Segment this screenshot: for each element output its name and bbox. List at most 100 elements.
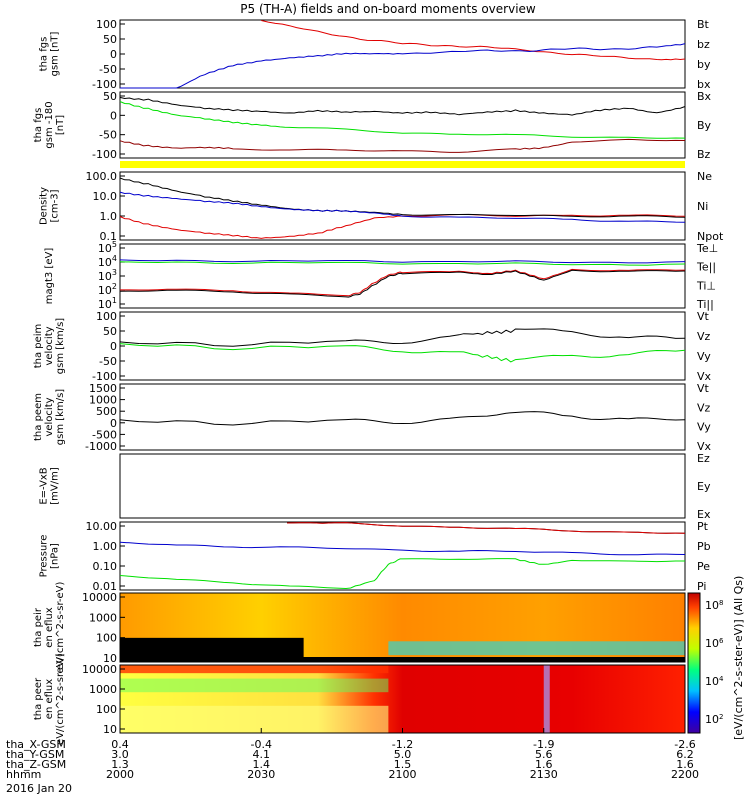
series-vt [119, 411, 686, 426]
y-axis-label-line: tha peir [33, 607, 44, 647]
y-tick-label: 1.0 [100, 210, 118, 223]
x-tick-value: -1.2 [392, 738, 413, 751]
series-ti- [119, 259, 686, 264]
x-tick-value: 1.6 [676, 758, 694, 771]
y-tick-label: -50 [99, 63, 117, 76]
series-te-- [119, 269, 686, 298]
y-tick-label: 10.0 [93, 190, 118, 203]
x-tick-value: 5.6 [535, 748, 553, 761]
series-pb [287, 522, 686, 534]
series-pe [119, 558, 685, 590]
y-tick-label: 10000 [82, 663, 117, 676]
y-tick-label: 1000 [89, 611, 117, 624]
y-tick-label: 0 [110, 340, 117, 353]
date-label: 2016 Jan 20 [6, 782, 72, 795]
y-tick-label: 10 [103, 652, 117, 665]
legend-entry: Te|| [696, 261, 716, 274]
y-tick-label: -1000 [85, 440, 117, 453]
y-axis-label-line: tha peem [33, 393, 44, 441]
series-pi [119, 541, 686, 556]
y-tick-label: 1000 [89, 394, 117, 407]
y-axis-label: tha peem velocity gsm [km/s] [33, 389, 66, 445]
axis-box [119, 91, 686, 159]
y-tick-label: -100 [92, 148, 117, 161]
y-axis-label: tha peim velocity gsm [km/s] [33, 318, 66, 374]
y-axis-label: tha peir en eflux eV/(cm^2-s-sr-eV) [33, 581, 66, 673]
y-tick-label: -100 [92, 370, 117, 383]
y-axis-label: E=-VxB [mV/m] [39, 467, 61, 505]
axis-box [119, 243, 686, 309]
y-axis-label-line: gsm [km/s] [55, 389, 66, 445]
legend-entry: Vy [697, 421, 711, 434]
y-axis-label-line: gsm -180 [44, 101, 55, 148]
legend-entry: Bt [697, 18, 710, 31]
legend-entry: Vx [697, 370, 712, 383]
legend-entry: Vz [697, 330, 711, 343]
legend-entry: Vt [697, 310, 710, 323]
x-tick-value: 1.5 [394, 758, 412, 771]
axis-box [119, 383, 686, 451]
y-tick-label: 104 [98, 254, 117, 269]
y-tick-label: -500 [92, 428, 117, 441]
x-tick-value: 2200 [671, 768, 699, 781]
y-axis-label-line: en eflux [44, 679, 55, 719]
legend-entry: Ni [697, 200, 708, 213]
y-tick-label: -50 [99, 129, 117, 142]
axis-box [119, 521, 686, 591]
status-bar [120, 161, 685, 168]
series-ti-- [119, 261, 686, 266]
colorbar-label: [eV/(cm^2-s-ster-eV)] (All Qs) [732, 576, 745, 740]
spectrogram-floor [120, 657, 685, 662]
y-tick-label: 101 [98, 296, 117, 311]
x-tick-value: -0.4 [251, 738, 272, 751]
legend-entry: Ez [697, 452, 710, 465]
spectrogram-top-band [120, 665, 389, 674]
y-axis-label-line: gsm [nT] [50, 32, 61, 77]
axis-box [119, 592, 686, 663]
y-tick-label: 0.01 [93, 580, 118, 593]
series-bz [119, 138, 686, 153]
y-tick-label: 102 [98, 282, 117, 297]
legend-entry: Vt [697, 382, 710, 395]
legend-entry: Pb [697, 540, 711, 553]
x-tick-value: 2000 [106, 768, 134, 781]
axis-box [119, 171, 686, 241]
y-tick-label: 1000 [89, 683, 117, 696]
y-tick-label: 0.10 [93, 560, 118, 573]
series-npot [119, 191, 686, 223]
series-by [119, 101, 686, 139]
row-label: tha_X-GSM [6, 738, 66, 751]
legend-entry: Ey [697, 480, 711, 493]
legend-entry: Pe [697, 560, 710, 573]
y-axis-label-line: E=-VxB [39, 467, 50, 504]
y-axis-label-line: gsm [km/s] [55, 318, 66, 374]
y-axis-label-line: magt3 [eV] [44, 248, 55, 305]
y-tick-label: 50 [103, 90, 117, 103]
y-tick-label: 0 [110, 417, 117, 430]
y-axis-label-line: tha peim [33, 324, 44, 369]
series-bx [120, 43, 686, 89]
legend-entry: Ne [697, 170, 712, 183]
row-label: tha_Y-GSM [6, 748, 64, 761]
y-axis-label-line: Pressure [39, 535, 50, 578]
x-tick-value: -1.9 [533, 738, 554, 751]
legend-entry: bz [697, 38, 710, 51]
legend-entry: Vy [697, 350, 711, 363]
x-tick-value: 2030 [247, 768, 275, 781]
spectrogram-cyan-band [388, 641, 685, 656]
spectrogram-low-band [120, 705, 389, 733]
y-tick-label: 10 [103, 723, 117, 736]
series-ne [119, 214, 686, 239]
y-tick-label: 500 [96, 405, 117, 418]
legend-entry: Ti|| [696, 298, 714, 311]
row-label: tha_Z-GSM [6, 758, 66, 771]
x-tick-value: 3.0 [111, 748, 129, 761]
figure-title: P5 (TH-A) fields and on-board moments ov… [240, 2, 536, 16]
y-axis-label: Pressure [nPa] [39, 535, 61, 578]
y-tick-label: 10.00 [86, 520, 118, 533]
series-vt [119, 328, 686, 347]
y-tick-label: 1.00 [93, 540, 118, 553]
